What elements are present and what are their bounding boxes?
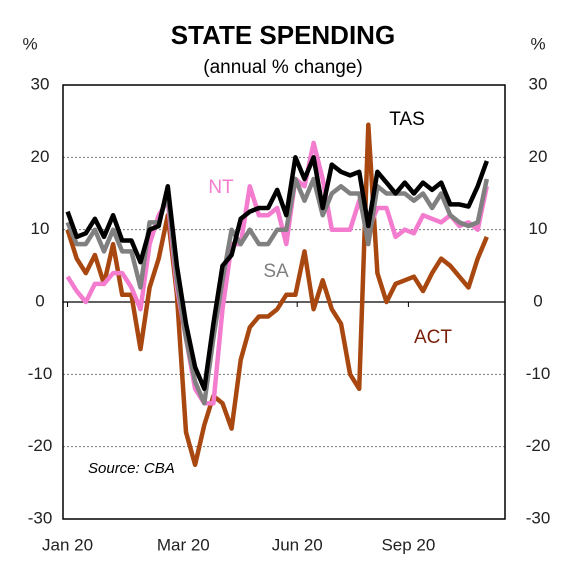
y-tick-label: -20 — [28, 436, 53, 455]
x-tick-label: Jun 20 — [272, 535, 323, 554]
chart-title: STATE SPENDING — [171, 20, 395, 50]
y2-tick-label: 30 — [529, 74, 548, 93]
y-tick-label: -10 — [28, 364, 53, 383]
y-tick-label: 30 — [31, 74, 50, 93]
series-line — [65, 140, 490, 406]
y-tick-label: 20 — [31, 147, 50, 166]
y2-tick-label: -20 — [526, 436, 551, 455]
y2-tick-label: 0 — [533, 291, 542, 310]
series-line — [65, 122, 489, 468]
plot-frame — [62, 84, 506, 520]
series-line — [65, 155, 489, 392]
series-label: NT — [208, 177, 234, 198]
x-tick-label: Jan 20 — [42, 535, 93, 554]
y-tick-label: 0 — [35, 291, 44, 310]
series-line — [65, 176, 490, 406]
series-label: SA — [263, 261, 289, 282]
y2-tick-label: 10 — [529, 219, 548, 238]
series-label: TAS — [389, 109, 425, 130]
y-axis-unit: % — [22, 34, 37, 53]
y2-tick-label: -10 — [526, 364, 551, 383]
y2-axis-unit: % — [530, 34, 545, 53]
chart-subtitle: (annual % change) — [203, 57, 363, 78]
series-label: ACT — [414, 327, 452, 348]
y2-tick-label: 20 — [529, 147, 548, 166]
y-tick-label: -30 — [28, 508, 53, 527]
y2-tick-label: -30 — [526, 508, 551, 527]
y-tick-label: 10 — [31, 219, 50, 238]
source-note: Source: CBA — [88, 460, 175, 477]
x-tick-label: Sep 20 — [381, 535, 435, 554]
x-tick-label: Mar 20 — [157, 535, 210, 554]
